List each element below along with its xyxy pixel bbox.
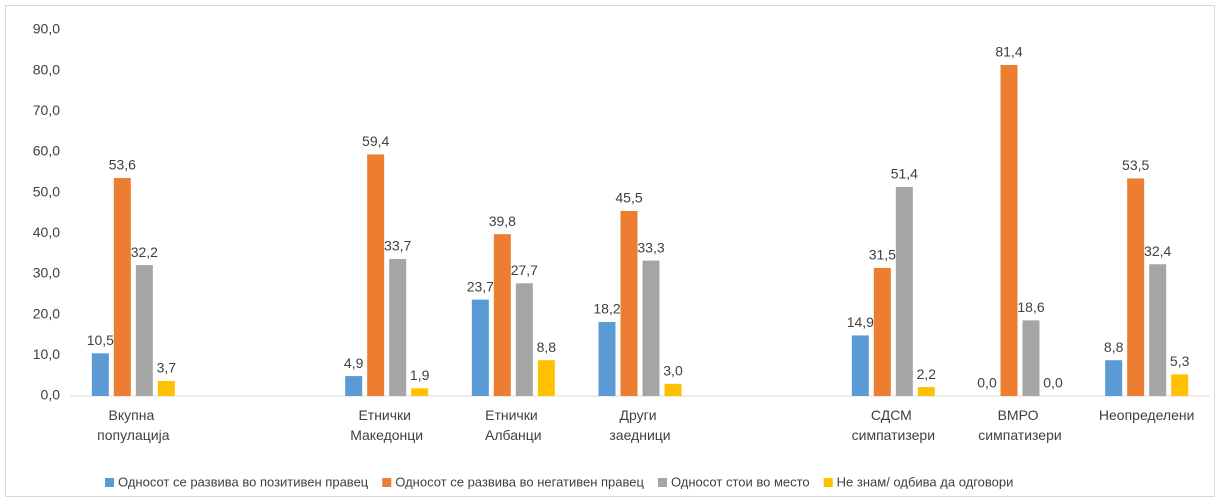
value-label: 27,7 xyxy=(511,262,538,278)
x-tick-label: ВМРО симпатизери xyxy=(978,407,1061,443)
bar xyxy=(895,186,913,396)
bar xyxy=(851,335,869,396)
legend: Односот се развива во позитивен правец Од… xyxy=(105,474,1013,489)
value-label: 51,4 xyxy=(891,166,918,182)
value-label: 32,2 xyxy=(131,244,158,260)
bar xyxy=(1127,178,1145,396)
value-label: 39,8 xyxy=(489,213,516,229)
legend-label: Односот се развива во позитивен правец xyxy=(118,474,369,489)
bar xyxy=(157,380,175,396)
bar xyxy=(664,383,682,396)
bar xyxy=(411,388,429,396)
value-label: 18,6 xyxy=(1017,299,1044,315)
value-label: 8,8 xyxy=(537,339,557,355)
value-label: 0,0 xyxy=(1043,375,1063,391)
value-label: 23,7 xyxy=(467,278,494,294)
value-label: 3,7 xyxy=(157,360,177,376)
bar xyxy=(873,267,891,396)
legend-label: Односот се развива во негативен правец xyxy=(395,474,644,489)
y-tick-label: 40,0 xyxy=(33,224,60,240)
value-label: 53,5 xyxy=(1122,157,1149,173)
bar xyxy=(1000,64,1018,397)
bar xyxy=(1022,320,1040,396)
value-label: 59,4 xyxy=(362,133,389,149)
y-tick-label: 70,0 xyxy=(33,102,60,118)
value-label: 3,0 xyxy=(663,363,683,379)
legend-swatch xyxy=(823,478,833,487)
x-tick-label: СДСМ симпатизери xyxy=(852,407,935,443)
y-tick-label: 20,0 xyxy=(33,305,60,321)
bar xyxy=(389,258,407,396)
value-label: 5,3 xyxy=(1170,353,1190,369)
x-tick-label: Вкупна популација xyxy=(97,407,170,443)
value-label: 31,5 xyxy=(869,247,896,263)
bar xyxy=(1149,264,1167,396)
bar xyxy=(493,234,511,396)
value-label: 4,9 xyxy=(344,355,364,371)
value-label: 1,9 xyxy=(410,367,430,383)
y-tick-label: 80,0 xyxy=(33,61,60,77)
x-tick-label: Етнички Македонци xyxy=(350,407,423,443)
y-tick-label: 10,0 xyxy=(33,346,60,362)
bar xyxy=(471,299,489,396)
value-label: 8,8 xyxy=(1104,339,1124,355)
value-label: 53,6 xyxy=(109,157,136,173)
value-label: 33,7 xyxy=(384,238,411,254)
bar xyxy=(598,321,616,396)
value-label: 33,3 xyxy=(637,239,664,255)
bar xyxy=(1171,374,1189,396)
value-label: 0,0 xyxy=(977,375,997,391)
legend-swatch xyxy=(382,478,392,487)
y-tick-label: 60,0 xyxy=(33,143,60,159)
bar xyxy=(537,360,555,396)
bar xyxy=(1105,360,1123,396)
legend-label: Не знам/ одбива да одговори xyxy=(837,474,1014,489)
bar xyxy=(917,387,935,396)
bar xyxy=(345,376,363,396)
bar xyxy=(515,283,533,396)
legend-swatch xyxy=(657,478,667,487)
value-label: 14,9 xyxy=(847,314,874,330)
value-label: 18,2 xyxy=(593,301,620,317)
bar xyxy=(367,154,385,396)
legend-swatch xyxy=(105,478,114,487)
value-label: 81,4 xyxy=(995,44,1022,60)
y-tick-label: 30,0 xyxy=(33,265,60,281)
chart-frame xyxy=(5,5,1215,497)
value-label: 45,5 xyxy=(615,190,642,206)
y-tick-label: 0,0 xyxy=(41,387,61,403)
legend-label: Односот стои во место xyxy=(671,474,810,489)
bar xyxy=(113,178,131,396)
x-tick-label: Етнички Албанци xyxy=(485,407,542,443)
x-tick-label: Неопределени xyxy=(1099,407,1195,423)
bar xyxy=(620,210,638,396)
bar xyxy=(642,260,660,396)
x-tick-label: Други заедници xyxy=(609,407,670,443)
y-tick-label: 90,0 xyxy=(33,21,60,37)
y-tick-label: 50,0 xyxy=(33,183,60,199)
value-label: 2,2 xyxy=(917,366,937,382)
value-label: 32,4 xyxy=(1144,243,1171,259)
value-label: 10,5 xyxy=(87,332,114,348)
bar xyxy=(135,265,153,396)
bar xyxy=(91,353,109,396)
